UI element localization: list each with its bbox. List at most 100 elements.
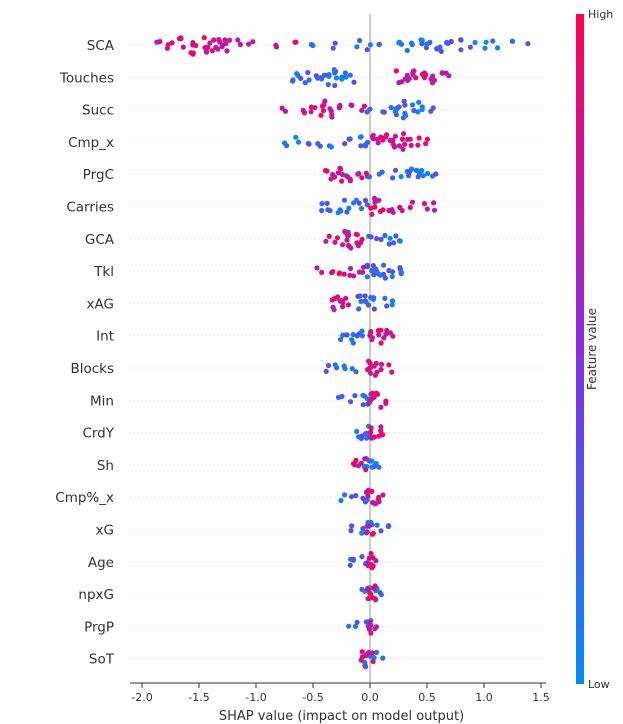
shap-point xyxy=(326,72,332,78)
shap-point xyxy=(376,499,382,505)
shap-point xyxy=(400,146,406,152)
shap-point xyxy=(273,42,279,48)
shap-point xyxy=(525,41,531,47)
shap-point xyxy=(321,72,327,78)
shap-point xyxy=(356,269,362,275)
shap-point xyxy=(359,530,365,536)
shap-point xyxy=(215,46,221,52)
shap-point xyxy=(327,106,333,112)
shap-point xyxy=(384,327,390,333)
shap-point xyxy=(418,37,424,43)
shap-point xyxy=(439,70,445,76)
shap-point xyxy=(380,432,386,438)
shap-point xyxy=(431,207,438,213)
shap-point xyxy=(359,236,365,242)
shap-point xyxy=(224,48,230,54)
shap-point xyxy=(235,37,241,43)
shap-point xyxy=(346,232,352,238)
shap-point xyxy=(366,523,372,529)
shap-point xyxy=(384,303,390,309)
shap-point xyxy=(362,143,368,149)
shap-point xyxy=(211,37,217,43)
shap-point xyxy=(331,307,337,313)
shap-point xyxy=(376,197,382,203)
shap-point xyxy=(354,232,360,238)
shap-point xyxy=(483,39,489,45)
shap-point xyxy=(438,48,444,55)
shap-point xyxy=(357,37,363,44)
shap-point xyxy=(327,208,333,214)
shap-point xyxy=(308,109,314,115)
shap-point xyxy=(319,269,325,275)
shap-point xyxy=(368,519,374,526)
shap-point xyxy=(319,103,326,109)
shap-point xyxy=(351,79,357,85)
shap-point xyxy=(509,38,515,44)
shap-point xyxy=(369,458,375,464)
feature-label: xG xyxy=(96,523,114,539)
shap-point xyxy=(326,233,332,239)
shap-point xyxy=(354,333,360,339)
shap-point xyxy=(403,112,409,119)
shap-point xyxy=(362,456,368,462)
shap-point xyxy=(354,619,360,625)
shap-point xyxy=(397,238,403,244)
shap-point xyxy=(363,467,369,473)
shap-point xyxy=(391,144,398,150)
shap-point xyxy=(346,205,352,211)
feature-label: Sh xyxy=(97,458,114,474)
shap-point xyxy=(324,200,330,206)
shap-point xyxy=(390,137,396,143)
shap-point xyxy=(419,167,425,174)
colorbar-low-label: Low xyxy=(588,678,610,691)
shap-point xyxy=(389,207,395,213)
shap-point xyxy=(378,528,384,534)
shap-point xyxy=(342,492,348,498)
colorbar: High Low Feature value xyxy=(576,8,613,691)
shap-point xyxy=(410,102,416,108)
shap-point xyxy=(339,178,345,184)
shap-point xyxy=(359,333,365,339)
shap-point xyxy=(302,80,308,86)
shap-point xyxy=(458,37,464,43)
shap-point xyxy=(360,526,366,532)
shap-point xyxy=(378,340,384,346)
shap-point xyxy=(330,269,336,275)
shap-point xyxy=(354,44,360,50)
x-tick-label: 0.0 xyxy=(361,691,379,704)
shap-point xyxy=(347,272,353,278)
feature-label: Min xyxy=(90,393,114,409)
shap-point xyxy=(425,170,431,177)
shap-point xyxy=(393,107,399,113)
shap-point xyxy=(387,235,393,241)
shap-point xyxy=(369,531,376,537)
shap-point xyxy=(415,174,421,180)
shap-point xyxy=(282,108,289,114)
shap-point xyxy=(370,132,376,138)
shap-point xyxy=(366,555,372,561)
shap-point xyxy=(290,77,296,83)
shap-point xyxy=(359,554,365,560)
shap-point xyxy=(393,112,399,118)
shap-point xyxy=(359,107,365,113)
shap-point xyxy=(371,306,377,312)
shap-point xyxy=(365,367,371,373)
shap-point xyxy=(279,105,285,111)
shap-point xyxy=(372,204,378,210)
shap-point xyxy=(332,40,338,46)
x-tick-label: -0.5 xyxy=(302,691,323,704)
shap-point xyxy=(376,41,383,47)
shap-point xyxy=(346,623,352,629)
shap-point xyxy=(360,392,366,398)
shap-point xyxy=(359,649,365,655)
shap-point xyxy=(360,264,367,270)
shap-point xyxy=(353,457,359,463)
shap-point xyxy=(433,171,439,177)
feature-label: SoT xyxy=(89,652,115,668)
shap-point xyxy=(386,523,392,529)
shap-point xyxy=(382,232,388,239)
shap-point xyxy=(398,269,404,275)
shap-point xyxy=(448,38,454,45)
shap-point xyxy=(430,105,436,111)
shap-point xyxy=(381,109,387,115)
